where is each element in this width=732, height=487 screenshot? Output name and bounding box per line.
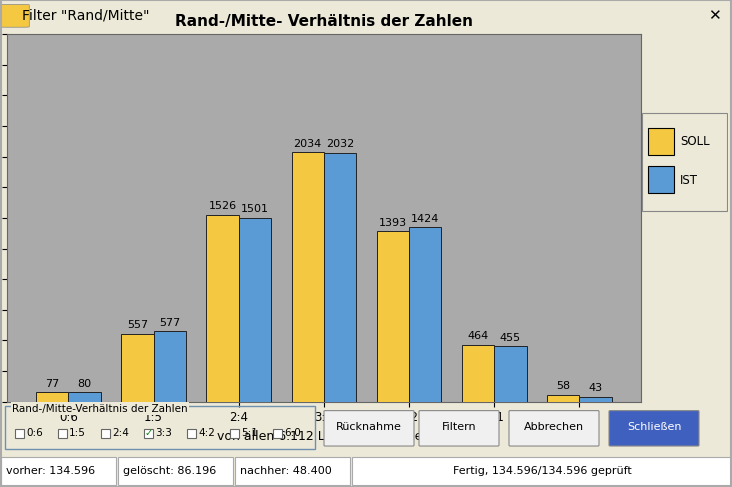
Text: 464: 464 (468, 332, 489, 341)
Text: 77: 77 (45, 379, 59, 389)
FancyBboxPatch shape (235, 457, 350, 485)
Text: Filter "Rand/Mitte": Filter "Rand/Mitte" (22, 9, 149, 23)
Text: ✕: ✕ (709, 8, 721, 23)
X-axis label: von allen 6.112 LOTTO Ziehungen: von allen 6.112 LOTTO Ziehungen (217, 430, 430, 443)
Text: 4:2: 4:2 (198, 428, 215, 438)
Text: 2:4: 2:4 (112, 428, 129, 438)
Text: gelöscht: 86.196: gelöscht: 86.196 (123, 466, 216, 476)
Text: 80: 80 (78, 378, 92, 389)
Text: Rand-/Mitte-Verhältnis der Zahlen: Rand-/Mitte-Verhältnis der Zahlen (12, 404, 187, 414)
Text: Abbrechen: Abbrechen (524, 422, 584, 432)
FancyBboxPatch shape (15, 430, 24, 438)
Bar (462, 345, 494, 402)
Bar (206, 215, 239, 402)
Text: 6:0: 6:0 (284, 428, 301, 438)
Text: 455: 455 (500, 333, 521, 342)
Text: SOLL: SOLL (680, 135, 709, 148)
Bar (579, 396, 612, 402)
FancyBboxPatch shape (118, 457, 233, 485)
FancyBboxPatch shape (273, 430, 282, 438)
Text: 557: 557 (127, 320, 148, 330)
Text: 58: 58 (556, 381, 570, 391)
Bar (69, 392, 101, 402)
Text: 3:3: 3:3 (155, 428, 172, 438)
Bar (154, 331, 186, 402)
FancyBboxPatch shape (324, 411, 414, 446)
FancyBboxPatch shape (187, 430, 196, 438)
Text: Schließen: Schließen (627, 422, 681, 432)
Bar (122, 334, 154, 402)
Text: 577: 577 (159, 318, 180, 328)
Text: 1393: 1393 (379, 218, 407, 227)
Bar (291, 152, 324, 402)
Text: 1:5: 1:5 (69, 428, 86, 438)
Text: 5:1: 5:1 (241, 428, 258, 438)
Text: 0:6: 0:6 (26, 428, 42, 438)
FancyBboxPatch shape (509, 411, 599, 446)
FancyBboxPatch shape (419, 411, 499, 446)
Text: 1501: 1501 (241, 205, 269, 214)
Text: nachher: 48.400: nachher: 48.400 (240, 466, 332, 476)
FancyBboxPatch shape (0, 4, 29, 27)
Text: 1424: 1424 (411, 214, 439, 224)
Text: 43: 43 (589, 383, 602, 393)
Text: ✓: ✓ (145, 428, 153, 438)
FancyBboxPatch shape (609, 411, 699, 446)
Bar (409, 227, 441, 402)
Text: Rücknahme: Rücknahme (336, 422, 402, 432)
Text: Filtern: Filtern (441, 422, 477, 432)
Bar (377, 231, 409, 402)
FancyBboxPatch shape (58, 430, 67, 438)
Bar (547, 394, 579, 402)
FancyBboxPatch shape (352, 457, 732, 485)
FancyBboxPatch shape (230, 430, 239, 438)
Text: Fertig, 134.596/134.596 geprüft: Fertig, 134.596/134.596 geprüft (452, 466, 632, 476)
Bar (239, 218, 271, 402)
FancyBboxPatch shape (1, 457, 116, 485)
Text: 2034: 2034 (294, 139, 322, 149)
FancyBboxPatch shape (144, 430, 153, 438)
Text: vorher: 134.596: vorher: 134.596 (6, 466, 95, 476)
FancyBboxPatch shape (648, 167, 674, 193)
Bar (494, 346, 526, 402)
FancyBboxPatch shape (648, 128, 674, 154)
Bar (36, 393, 69, 402)
Bar (324, 153, 356, 402)
FancyBboxPatch shape (101, 430, 110, 438)
Title: Rand-/Mitte- Verhältnis der Zahlen: Rand-/Mitte- Verhältnis der Zahlen (175, 14, 473, 29)
Text: IST: IST (680, 174, 698, 187)
Text: 2032: 2032 (326, 139, 354, 150)
Text: 1526: 1526 (209, 201, 236, 211)
